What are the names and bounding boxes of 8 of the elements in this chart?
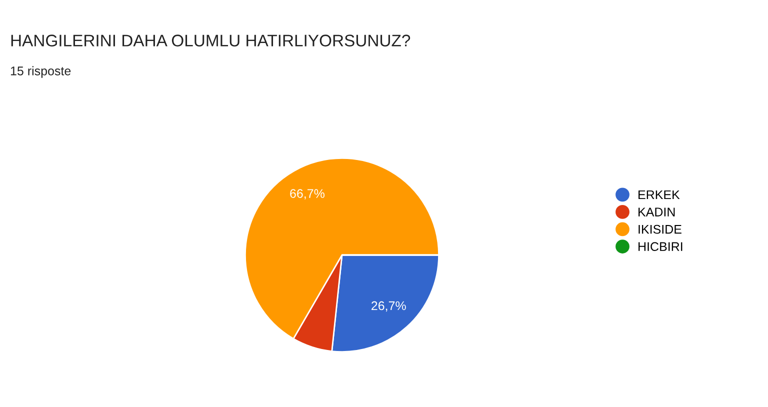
legend-label: HICBIRI (638, 242, 682, 252)
text: 15 risposte (10, 66, 71, 78)
chart-title: HANGILERINI DAHA OLUMLU HATIRLIYORSUNUZ? (11, 34, 410, 46)
legend-label: ERKEK (638, 190, 680, 200)
legend-label: IKISIDE (638, 224, 682, 234)
legend-label: KADIN (638, 208, 675, 216)
data-label: 66,7% (290, 189, 324, 200)
data-label: 26,7% (372, 301, 406, 312)
